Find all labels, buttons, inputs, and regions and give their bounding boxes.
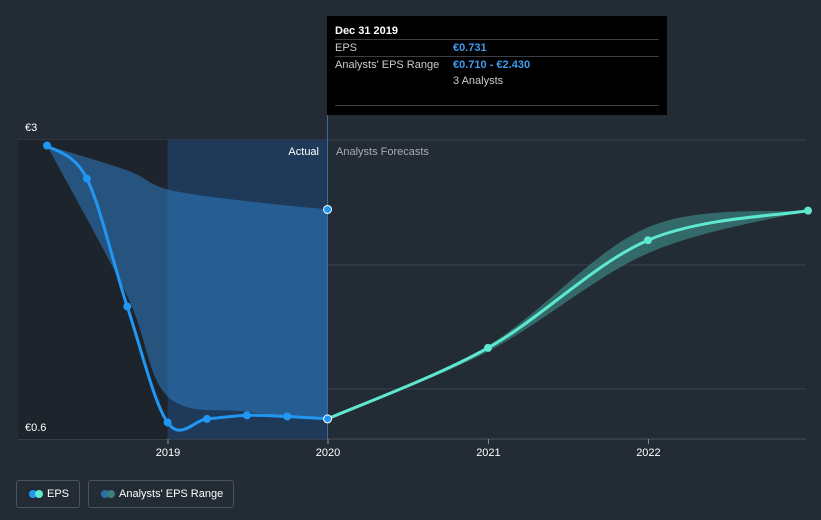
eps-actual-point[interactable] <box>163 418 172 427</box>
eps-actual-point[interactable] <box>82 174 91 183</box>
legend-range-label: Analysts' EPS Range <box>119 488 224 500</box>
x-tick-label: 2021 <box>476 447 500 459</box>
eps-actual-point[interactable] <box>283 412 292 421</box>
tooltip-range-value: €0.710 - €2.430 <box>453 59 531 71</box>
tooltip-row-range: Analysts' EPS Range €0.710 - €2.430 <box>335 56 659 74</box>
forecast-label: Analysts Forecasts <box>336 146 429 158</box>
eps-chart: €3 €0.6 Actual Analysts Forecasts 2019 20… <box>18 115 812 459</box>
eps-actual-point[interactable] <box>203 414 212 423</box>
tooltip-eps-key: EPS <box>335 42 358 54</box>
x-tick-label: 2019 <box>156 447 180 459</box>
y-label-top: €3 <box>25 122 37 134</box>
actual-range-band <box>47 145 328 419</box>
eps-forecast-line <box>326 209 809 421</box>
tooltip: Dec 31 2019 EPS €0.731 Analysts' EPS Ran… <box>327 16 667 115</box>
actual-label: Actual <box>288 146 319 158</box>
tooltip-range-key: Analysts' EPS Range <box>335 59 440 71</box>
eps-forecast-point[interactable] <box>484 343 492 352</box>
eps-actual-point[interactable] <box>242 411 251 420</box>
tooltip-divider <box>335 105 659 106</box>
range-swatch-icon <box>101 490 115 498</box>
x-tick-label: 2022 <box>636 447 660 459</box>
x-axis: 2019 2020 2021 2022 <box>156 439 661 459</box>
tooltip-row-eps: EPS €0.731 <box>335 39 659 57</box>
selected-eps-marker[interactable] <box>323 414 333 424</box>
tooltip-date: Dec 31 2019 <box>335 25 398 37</box>
tooltip-eps-value: €0.731 <box>453 42 487 54</box>
range-high-marker[interactable] <box>323 204 333 214</box>
eps-swatch-icon <box>29 490 43 498</box>
data-points <box>43 141 812 427</box>
y-label-bottom: €0.6 <box>25 422 46 434</box>
x-tick-label: 2020 <box>316 447 340 459</box>
legend-range-button[interactable]: Analysts' EPS Range <box>88 480 234 508</box>
eps-actual-point[interactable] <box>43 141 52 150</box>
eps-actual-point[interactable] <box>123 302 132 311</box>
eps-forecast-point[interactable] <box>644 236 652 245</box>
legend-eps-button[interactable]: EPS <box>16 480 80 508</box>
eps-forecast-point[interactable] <box>804 206 812 215</box>
tooltip-analysts: 3 Analysts <box>453 75 504 87</box>
tooltip-row-analysts: 3 Analysts <box>335 73 659 90</box>
legend-eps-label: EPS <box>47 488 70 500</box>
